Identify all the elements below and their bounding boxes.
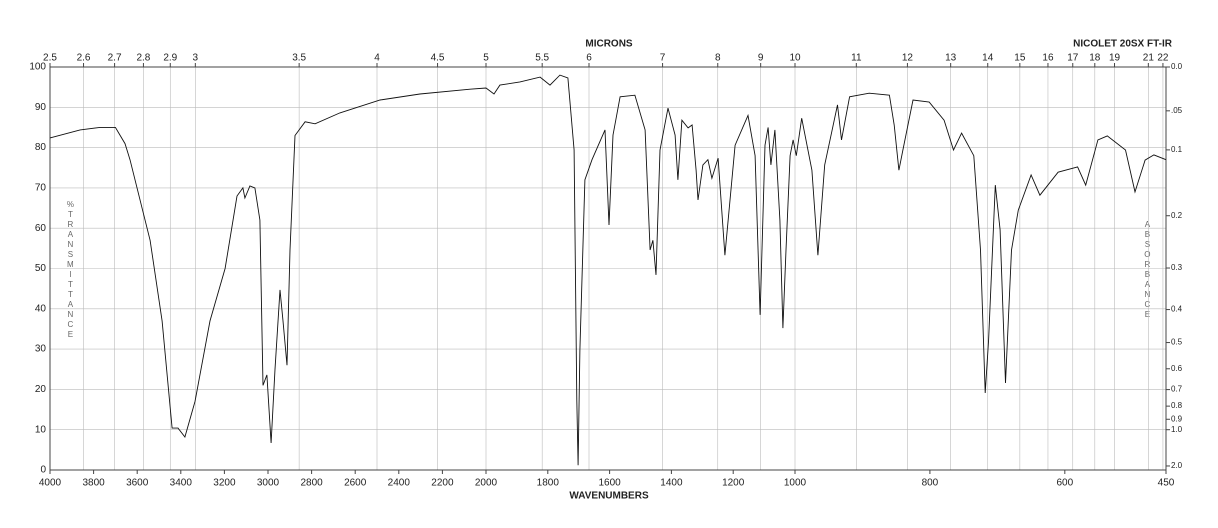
x-tick-label: 1200 [722, 478, 745, 489]
x2-tick-label: 14 [982, 53, 994, 64]
x-tick-label: 2000 [475, 478, 498, 489]
y2-tick-label: .05 [1171, 106, 1183, 115]
y2-tick-label: 0.6 [1171, 364, 1183, 373]
x-tick-label: 3000 [257, 478, 280, 489]
x-tick-label: 3800 [82, 478, 105, 489]
x2-tick-label: 3.5 [292, 53, 306, 64]
x-tick-label: 1600 [598, 478, 621, 489]
instrument-title: NICOLET 20SX FT-IR [1073, 39, 1173, 50]
y-tick-label: 30 [35, 344, 47, 355]
x-tick-label: 2800 [300, 478, 323, 489]
x-tick-label: 800 [922, 478, 939, 489]
x2-tick-label: 13 [945, 53, 957, 64]
x2-tick-label: 2.9 [163, 53, 177, 64]
y2-axis-label: ABSORBANCE [1143, 220, 1152, 320]
micron-axis-label: MICRONS [585, 39, 633, 50]
y2-tick-label: 0.3 [1171, 263, 1183, 272]
x2-tick-label: 21 [1143, 53, 1155, 64]
x2-tick-label: 5 [483, 53, 489, 64]
y-tick-label: 100 [29, 62, 46, 73]
y2-tick-label: 0.1 [1171, 145, 1183, 154]
x2-tick-label: 2.5 [43, 53, 57, 64]
x2-tick-label: 2.7 [108, 53, 122, 64]
y-tick-label: 10 [35, 424, 47, 435]
y-tick-label: 70 [35, 183, 47, 194]
x2-tick-label: 10 [789, 53, 801, 64]
x2-tick-label: 7 [660, 53, 666, 64]
x-tick-label: 3200 [213, 478, 236, 489]
x2-tick-label: 2.8 [136, 53, 150, 64]
y2-tick-label: 0.8 [1171, 401, 1183, 410]
x-tick-label: 2600 [344, 478, 367, 489]
x2-tick-label: 8 [715, 53, 721, 64]
y-axis-label: %TRANSMITTANCE [66, 200, 75, 340]
y-tick-label: 90 [35, 102, 47, 113]
x2-tick-label: 9 [758, 53, 764, 64]
y-tick-label: 40 [35, 303, 47, 314]
x-tick-label: 2200 [431, 478, 454, 489]
y2-tick-label: 1.0 [1171, 425, 1183, 434]
y2-tick-label: 0.5 [1171, 338, 1183, 347]
y-tick-label: 0 [40, 465, 46, 476]
x2-tick-label: 4.5 [431, 53, 445, 64]
x-tick-label: 450 [1158, 478, 1175, 489]
x-tick-label: 1400 [660, 478, 683, 489]
x-tick-label: 1800 [537, 478, 560, 489]
x2-tick-label: 11 [851, 53, 862, 64]
y2-tick-label: 0.0 [1171, 62, 1183, 71]
plot-frame [49, 66, 1167, 471]
x-tick-label: 2400 [388, 478, 411, 489]
y-tick-label: 60 [35, 223, 47, 234]
x-tick-label: 4000 [39, 478, 62, 489]
x2-tick-label: 15 [1014, 53, 1026, 64]
x2-tick-label: 16 [1042, 53, 1054, 64]
x2-tick-label: 4 [374, 53, 380, 64]
x2-tick-label: 18 [1089, 53, 1101, 64]
y2-tick-label: 0.4 [1171, 305, 1183, 314]
y2-tick-label: 0.7 [1171, 385, 1183, 394]
x2-tick-label: 17 [1067, 53, 1079, 64]
y-tick-label: 50 [35, 263, 47, 274]
y-tick-label: 80 [35, 142, 47, 153]
y2-tick-label: 2.0 [1171, 461, 1183, 470]
x-tick-label: 1000 [784, 478, 807, 489]
x2-tick-label: 3 [193, 53, 199, 64]
x2-tick-label: 6 [586, 53, 592, 64]
x-tick-label: 3600 [126, 478, 149, 489]
y2-tick-label: 0.9 [1171, 414, 1183, 423]
x-tick-label: 600 [1056, 478, 1073, 489]
x2-tick-label: 12 [902, 53, 914, 64]
y2-tick-label: 0.2 [1171, 211, 1183, 220]
spectrum-line [49, 74, 1167, 466]
x2-tick-label: 2.6 [77, 53, 91, 64]
x-axis-label: WAVENUMBERS [569, 491, 649, 502]
x2-tick-label: 19 [1109, 53, 1121, 64]
x-tick-label: 3400 [170, 478, 193, 489]
x2-tick-label: 22 [1157, 53, 1169, 64]
x2-tick-label: 5.5 [535, 53, 549, 64]
y-tick-label: 20 [35, 384, 47, 395]
